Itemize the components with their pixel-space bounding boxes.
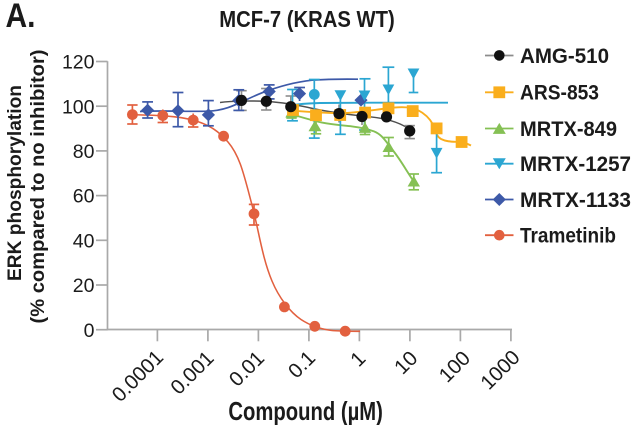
svg-text:Compound (µM): Compound (µM) (228, 398, 383, 425)
svg-text:ERK phosphorylation: ERK phosphorylation (4, 85, 26, 281)
svg-text:Trametinib: Trametinib (520, 224, 616, 248)
svg-text:AMG-510: AMG-510 (520, 44, 609, 68)
svg-text:MCF-7 (KRAS WT): MCF-7 (KRAS WT) (219, 6, 395, 32)
svg-text:20: 20 (73, 275, 95, 297)
svg-text:100: 100 (62, 96, 95, 118)
svg-text:120: 120 (62, 52, 95, 74)
svg-text:60: 60 (73, 186, 95, 208)
svg-text:MRTX-849: MRTX-849 (520, 117, 617, 141)
svg-text:40: 40 (73, 230, 95, 252)
svg-text:(% compared to no inhibitor): (% compared to no inhibitor) (27, 50, 49, 324)
svg-text:MRTX-1133: MRTX-1133 (520, 188, 631, 212)
svg-text:ARS-853: ARS-853 (520, 81, 599, 105)
svg-text:0: 0 (84, 320, 95, 342)
svg-text:A.: A. (6, 0, 36, 35)
svg-text:MRTX-1257: MRTX-1257 (520, 152, 631, 176)
svg-text:80: 80 (73, 141, 95, 163)
